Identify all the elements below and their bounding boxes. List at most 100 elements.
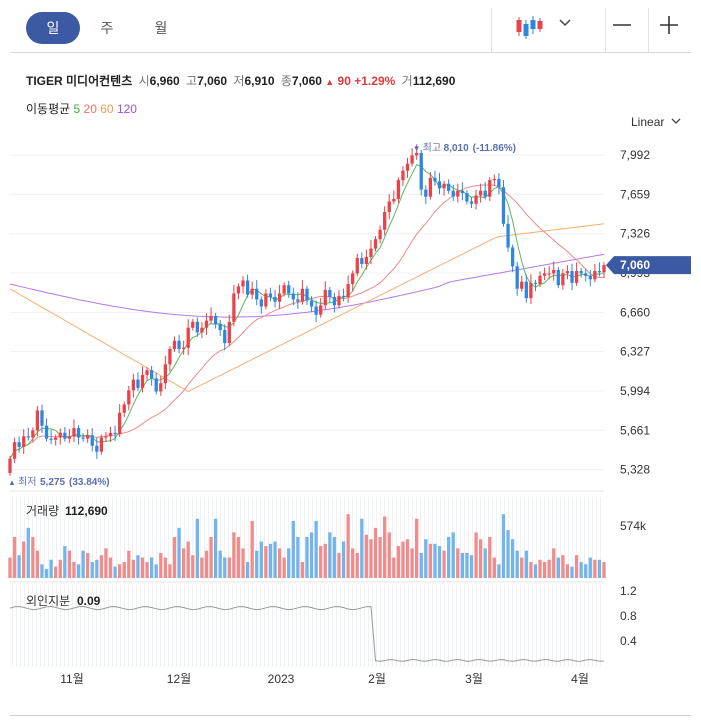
candle-body — [415, 152, 419, 156]
price-tick-label: 5,661 — [620, 423, 650, 437]
candle-body — [323, 289, 327, 306]
candle-body — [90, 435, 94, 446]
candle-body — [259, 299, 263, 307]
candle-body — [346, 284, 350, 298]
candle-body — [442, 183, 446, 189]
candle-body — [456, 190, 460, 197]
candle-body — [140, 374, 145, 388]
volume-bar — [245, 562, 250, 578]
candle-body — [351, 273, 355, 285]
high-marker-label: 최고 — [423, 142, 441, 154]
volume-bar — [232, 532, 236, 578]
candle-body — [296, 299, 300, 302]
candle-body — [227, 321, 231, 344]
candle-body — [282, 285, 286, 294]
candle-body — [22, 436, 26, 447]
candle-body — [328, 289, 332, 298]
volume-bar — [597, 559, 602, 578]
scale-label: Linear — [631, 115, 665, 129]
candle-body — [319, 305, 323, 315]
price-tick-label: 6,660 — [620, 305, 650, 319]
ma-5: 5 — [73, 102, 81, 116]
volume-scale-label: 574k — [620, 519, 647, 533]
volume-bar — [415, 518, 419, 578]
volume-bar — [163, 557, 167, 578]
foreign-ownership-line — [9, 605, 605, 662]
volume-bar — [428, 543, 433, 578]
tab-daily[interactable]: 일 — [26, 12, 80, 44]
candle-body — [277, 293, 282, 302]
volume-bar — [250, 521, 254, 578]
volume-bar — [40, 564, 44, 578]
candlestick-icon — [516, 16, 543, 39]
volume-bar — [72, 562, 76, 578]
candle-body — [204, 320, 209, 328]
candle-body — [542, 273, 547, 276]
zoom-in-button[interactable] — [648, 8, 692, 52]
volume-bar — [328, 532, 332, 578]
volume-bar — [8, 557, 12, 578]
candle-body — [195, 321, 199, 333]
candle-body — [497, 178, 501, 188]
volume-bar — [588, 557, 592, 578]
volume-bar — [177, 527, 181, 578]
ma-label: 이동평균 — [26, 102, 71, 116]
candle-body — [200, 327, 204, 333]
volume-bar — [584, 564, 588, 578]
candle-body — [26, 436, 30, 438]
volume-bar — [314, 521, 318, 578]
candle-body — [533, 282, 538, 285]
candle-body — [213, 315, 218, 325]
volume-title: 거래량 — [26, 504, 59, 518]
candle-body — [529, 282, 533, 299]
volume-bar — [396, 546, 401, 578]
candle-body — [387, 201, 391, 213]
high-marker-value: 8,010 — [444, 143, 469, 154]
tab-weekly[interactable]: 주 — [100, 20, 114, 36]
x-axis-label: 4월 — [571, 672, 589, 686]
volume-bar — [469, 555, 474, 578]
candle-body — [469, 201, 474, 204]
candle-body — [579, 271, 583, 274]
volume-bar — [460, 552, 464, 578]
high-label: 고 — [186, 74, 198, 88]
chart-type-dropdown[interactable] — [491, 8, 582, 52]
volume-bar — [474, 532, 478, 578]
candle-body — [401, 170, 405, 181]
candle-body — [602, 265, 606, 273]
volume-bar — [104, 548, 108, 578]
x-axis-label: 11월 — [60, 672, 84, 686]
scale-selector[interactable]: Linear — [631, 115, 681, 129]
candle-body — [241, 280, 245, 287]
foreign-tick-label: 1.2 — [620, 584, 637, 598]
candle-body — [168, 348, 172, 365]
volume-bar — [12, 536, 17, 578]
candle-body — [332, 297, 337, 306]
candle-body — [159, 383, 163, 392]
ma120-line — [9, 253, 605, 318]
volume-bar — [401, 541, 405, 578]
candle-body — [17, 442, 21, 447]
candle-body — [314, 306, 318, 315]
volume-bar — [277, 548, 282, 578]
price-tick-label: 5,994 — [620, 384, 650, 398]
candle-body — [552, 269, 556, 274]
tab-monthly[interactable]: 월 — [154, 20, 168, 36]
volume-bar — [332, 536, 337, 578]
volume-bar — [118, 564, 122, 578]
volume-bar — [355, 552, 359, 578]
volume-bar — [113, 566, 117, 578]
volume-bar — [172, 536, 177, 578]
candle-body — [76, 428, 81, 438]
volume-bar — [168, 564, 172, 578]
volume-bar — [515, 550, 519, 578]
volume-bar — [259, 541, 263, 578]
x-axis-label: 12월 — [167, 672, 191, 686]
zoom-out-button[interactable] — [605, 8, 649, 52]
chevron-down-icon — [559, 19, 571, 27]
volume-bar — [565, 564, 570, 578]
candle-body — [81, 437, 85, 439]
candle-body — [72, 428, 76, 437]
volume-bar — [108, 557, 113, 578]
